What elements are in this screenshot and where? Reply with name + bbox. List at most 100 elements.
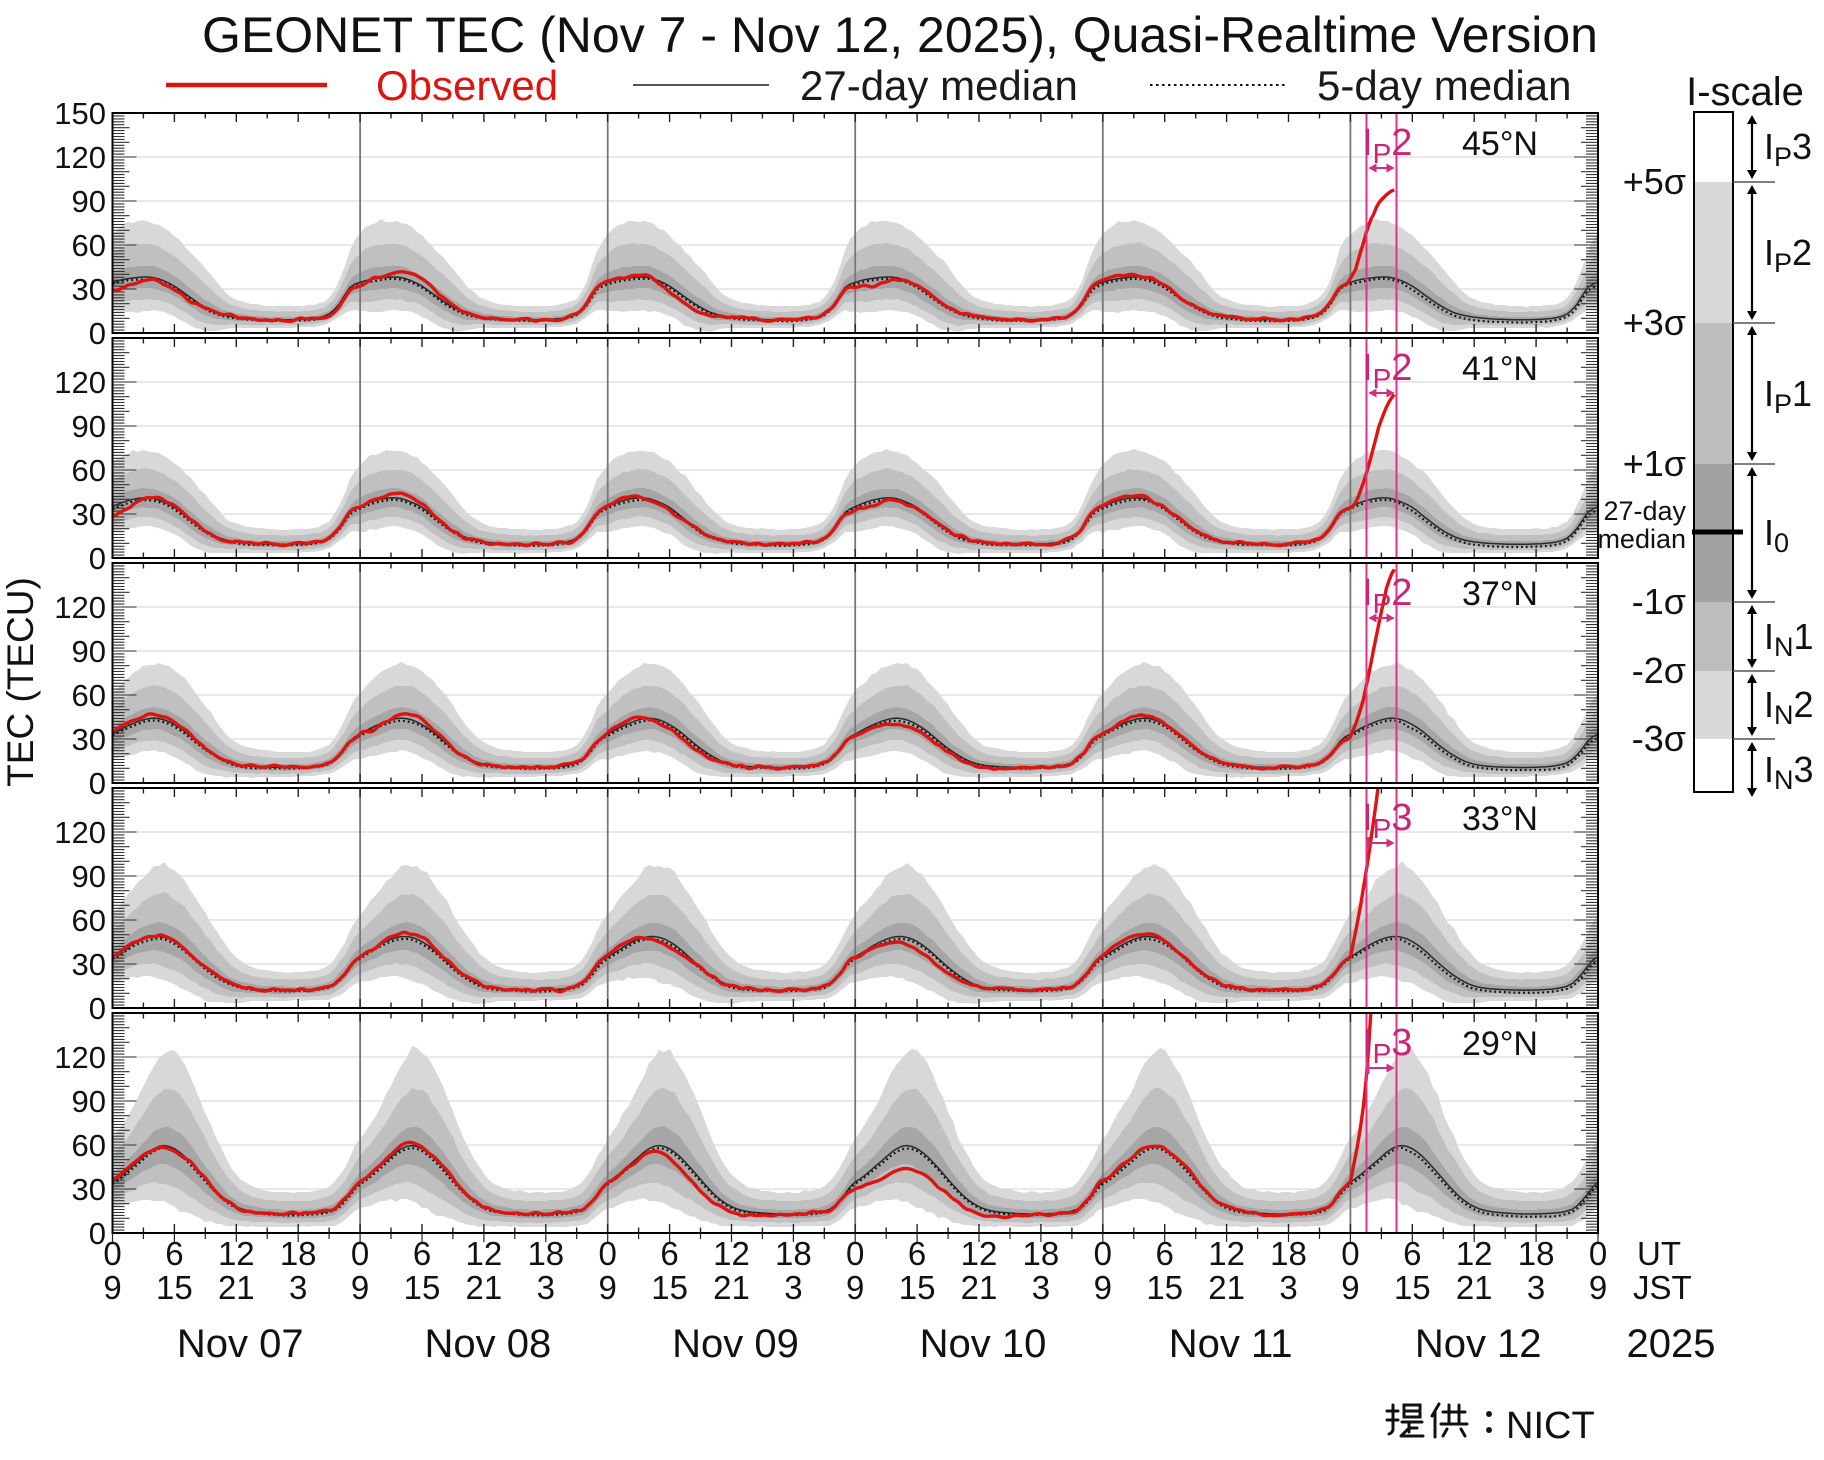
svg-text:27-day: 27-day bbox=[1603, 496, 1686, 526]
svg-text:3: 3 bbox=[289, 1269, 307, 1306]
svg-text:12: 12 bbox=[1208, 1235, 1245, 1272]
svg-text:12: 12 bbox=[961, 1235, 998, 1272]
svg-text:2025: 2025 bbox=[1627, 1322, 1716, 1366]
svg-text:6: 6 bbox=[413, 1235, 431, 1272]
svg-text:0: 0 bbox=[89, 1216, 106, 1251]
svg-text:6: 6 bbox=[1403, 1235, 1421, 1272]
svg-text:30: 30 bbox=[72, 497, 106, 532]
svg-text:21: 21 bbox=[713, 1269, 750, 1306]
svg-text:0: 0 bbox=[846, 1235, 864, 1272]
svg-text:9: 9 bbox=[1589, 1269, 1607, 1306]
svg-text:18: 18 bbox=[1023, 1235, 1060, 1272]
svg-text:90: 90 bbox=[72, 1084, 106, 1119]
svg-text:33°N: 33°N bbox=[1462, 800, 1538, 838]
svg-text:3: 3 bbox=[784, 1269, 802, 1306]
svg-text:90: 90 bbox=[72, 409, 106, 444]
svg-text:15: 15 bbox=[651, 1269, 688, 1306]
svg-text:30: 30 bbox=[72, 272, 106, 307]
svg-text:5-day median: 5-day median bbox=[1317, 62, 1571, 109]
svg-text:90: 90 bbox=[72, 184, 106, 219]
svg-text:+5σ: +5σ bbox=[1623, 161, 1686, 202]
svg-text:0: 0 bbox=[1341, 1235, 1359, 1272]
svg-text:3: 3 bbox=[1279, 1269, 1297, 1306]
svg-text:Nov 09: Nov 09 bbox=[672, 1322, 799, 1366]
svg-text:18: 18 bbox=[1270, 1235, 1307, 1272]
svg-text:GEONET TEC (Nov 7 - Nov 12, 20: GEONET TEC (Nov 7 - Nov 12, 2025), Quasi… bbox=[202, 7, 1598, 63]
svg-text:120: 120 bbox=[54, 815, 106, 850]
svg-text:3: 3 bbox=[1032, 1269, 1050, 1306]
svg-text:90: 90 bbox=[72, 634, 106, 669]
svg-text:IP2: IP2 bbox=[1362, 347, 1412, 394]
svg-text:median: median bbox=[1597, 524, 1686, 554]
svg-text:6: 6 bbox=[908, 1235, 926, 1272]
svg-text:27-day median: 27-day median bbox=[800, 62, 1078, 109]
svg-text:18: 18 bbox=[527, 1235, 564, 1272]
svg-text:45°N: 45°N bbox=[1462, 125, 1538, 163]
svg-text:IP3: IP3 bbox=[1764, 126, 1812, 172]
svg-text:15: 15 bbox=[156, 1269, 193, 1306]
svg-text:Nov 10: Nov 10 bbox=[920, 1322, 1047, 1366]
svg-text:+1σ: +1σ bbox=[1623, 443, 1686, 484]
svg-text:+3σ: +3σ bbox=[1623, 302, 1686, 343]
svg-text:Nov 08: Nov 08 bbox=[425, 1322, 552, 1366]
svg-text:21: 21 bbox=[218, 1269, 255, 1306]
svg-text:JST: JST bbox=[1633, 1269, 1692, 1306]
svg-text:60: 60 bbox=[72, 903, 106, 938]
svg-text:0: 0 bbox=[89, 316, 106, 351]
svg-text:120: 120 bbox=[54, 1040, 106, 1075]
svg-text:12: 12 bbox=[713, 1235, 750, 1272]
svg-text:41°N: 41°N bbox=[1462, 350, 1538, 388]
svg-text:30: 30 bbox=[72, 947, 106, 982]
svg-text:12: 12 bbox=[1456, 1235, 1493, 1272]
svg-text:120: 120 bbox=[54, 590, 106, 625]
svg-text:9: 9 bbox=[351, 1269, 369, 1306]
svg-text:12: 12 bbox=[218, 1235, 255, 1272]
svg-text:60: 60 bbox=[72, 453, 106, 488]
svg-text:IP2: IP2 bbox=[1362, 572, 1412, 619]
svg-text:21: 21 bbox=[961, 1269, 998, 1306]
svg-text:21: 21 bbox=[1208, 1269, 1245, 1306]
svg-text:NICT: NICT bbox=[1506, 1405, 1595, 1447]
svg-text:0: 0 bbox=[599, 1235, 617, 1272]
svg-text:12: 12 bbox=[466, 1235, 503, 1272]
svg-text:6: 6 bbox=[1156, 1235, 1174, 1272]
svg-text:9: 9 bbox=[1341, 1269, 1359, 1306]
svg-text:21: 21 bbox=[466, 1269, 503, 1306]
svg-text:90: 90 bbox=[72, 859, 106, 894]
svg-text:TEC (TECU): TEC (TECU) bbox=[0, 577, 41, 787]
svg-text:18: 18 bbox=[280, 1235, 317, 1272]
svg-text:Nov 11: Nov 11 bbox=[1169, 1322, 1293, 1366]
svg-text:0: 0 bbox=[89, 541, 106, 576]
svg-text:Nov 12: Nov 12 bbox=[1415, 1322, 1542, 1366]
svg-text:-2σ: -2σ bbox=[1632, 650, 1686, 691]
svg-text:15: 15 bbox=[1394, 1269, 1431, 1306]
svg-text:15: 15 bbox=[404, 1269, 441, 1306]
svg-text:3: 3 bbox=[1527, 1269, 1545, 1306]
svg-text:120: 120 bbox=[54, 365, 106, 400]
svg-text:UT: UT bbox=[1637, 1235, 1681, 1272]
svg-text:9: 9 bbox=[1094, 1269, 1112, 1306]
svg-text:IP2: IP2 bbox=[1362, 122, 1412, 169]
svg-text:60: 60 bbox=[72, 678, 106, 713]
svg-text:6: 6 bbox=[660, 1235, 678, 1272]
svg-text:IN2: IN2 bbox=[1764, 684, 1814, 730]
svg-text:-3σ: -3σ bbox=[1632, 718, 1686, 759]
svg-text:150: 150 bbox=[54, 96, 106, 131]
svg-text:Nov 07: Nov 07 bbox=[177, 1322, 304, 1366]
svg-text:18: 18 bbox=[1518, 1235, 1555, 1272]
svg-text:60: 60 bbox=[72, 1128, 106, 1163]
svg-text:0: 0 bbox=[1589, 1235, 1607, 1272]
svg-text:15: 15 bbox=[899, 1269, 936, 1306]
svg-text:37°N: 37°N bbox=[1462, 575, 1538, 613]
svg-text:30: 30 bbox=[72, 1172, 106, 1207]
svg-text:29°N: 29°N bbox=[1462, 1025, 1538, 1063]
svg-text:Observed: Observed bbox=[376, 62, 558, 109]
svg-text:0: 0 bbox=[1094, 1235, 1112, 1272]
svg-text:0: 0 bbox=[103, 1235, 121, 1272]
svg-text:30: 30 bbox=[72, 722, 106, 757]
svg-text:9: 9 bbox=[846, 1269, 864, 1306]
svg-text:I-scale: I-scale bbox=[1686, 70, 1804, 114]
svg-text:6: 6 bbox=[165, 1235, 183, 1272]
svg-text:0: 0 bbox=[89, 991, 106, 1026]
svg-text:9: 9 bbox=[103, 1269, 121, 1306]
